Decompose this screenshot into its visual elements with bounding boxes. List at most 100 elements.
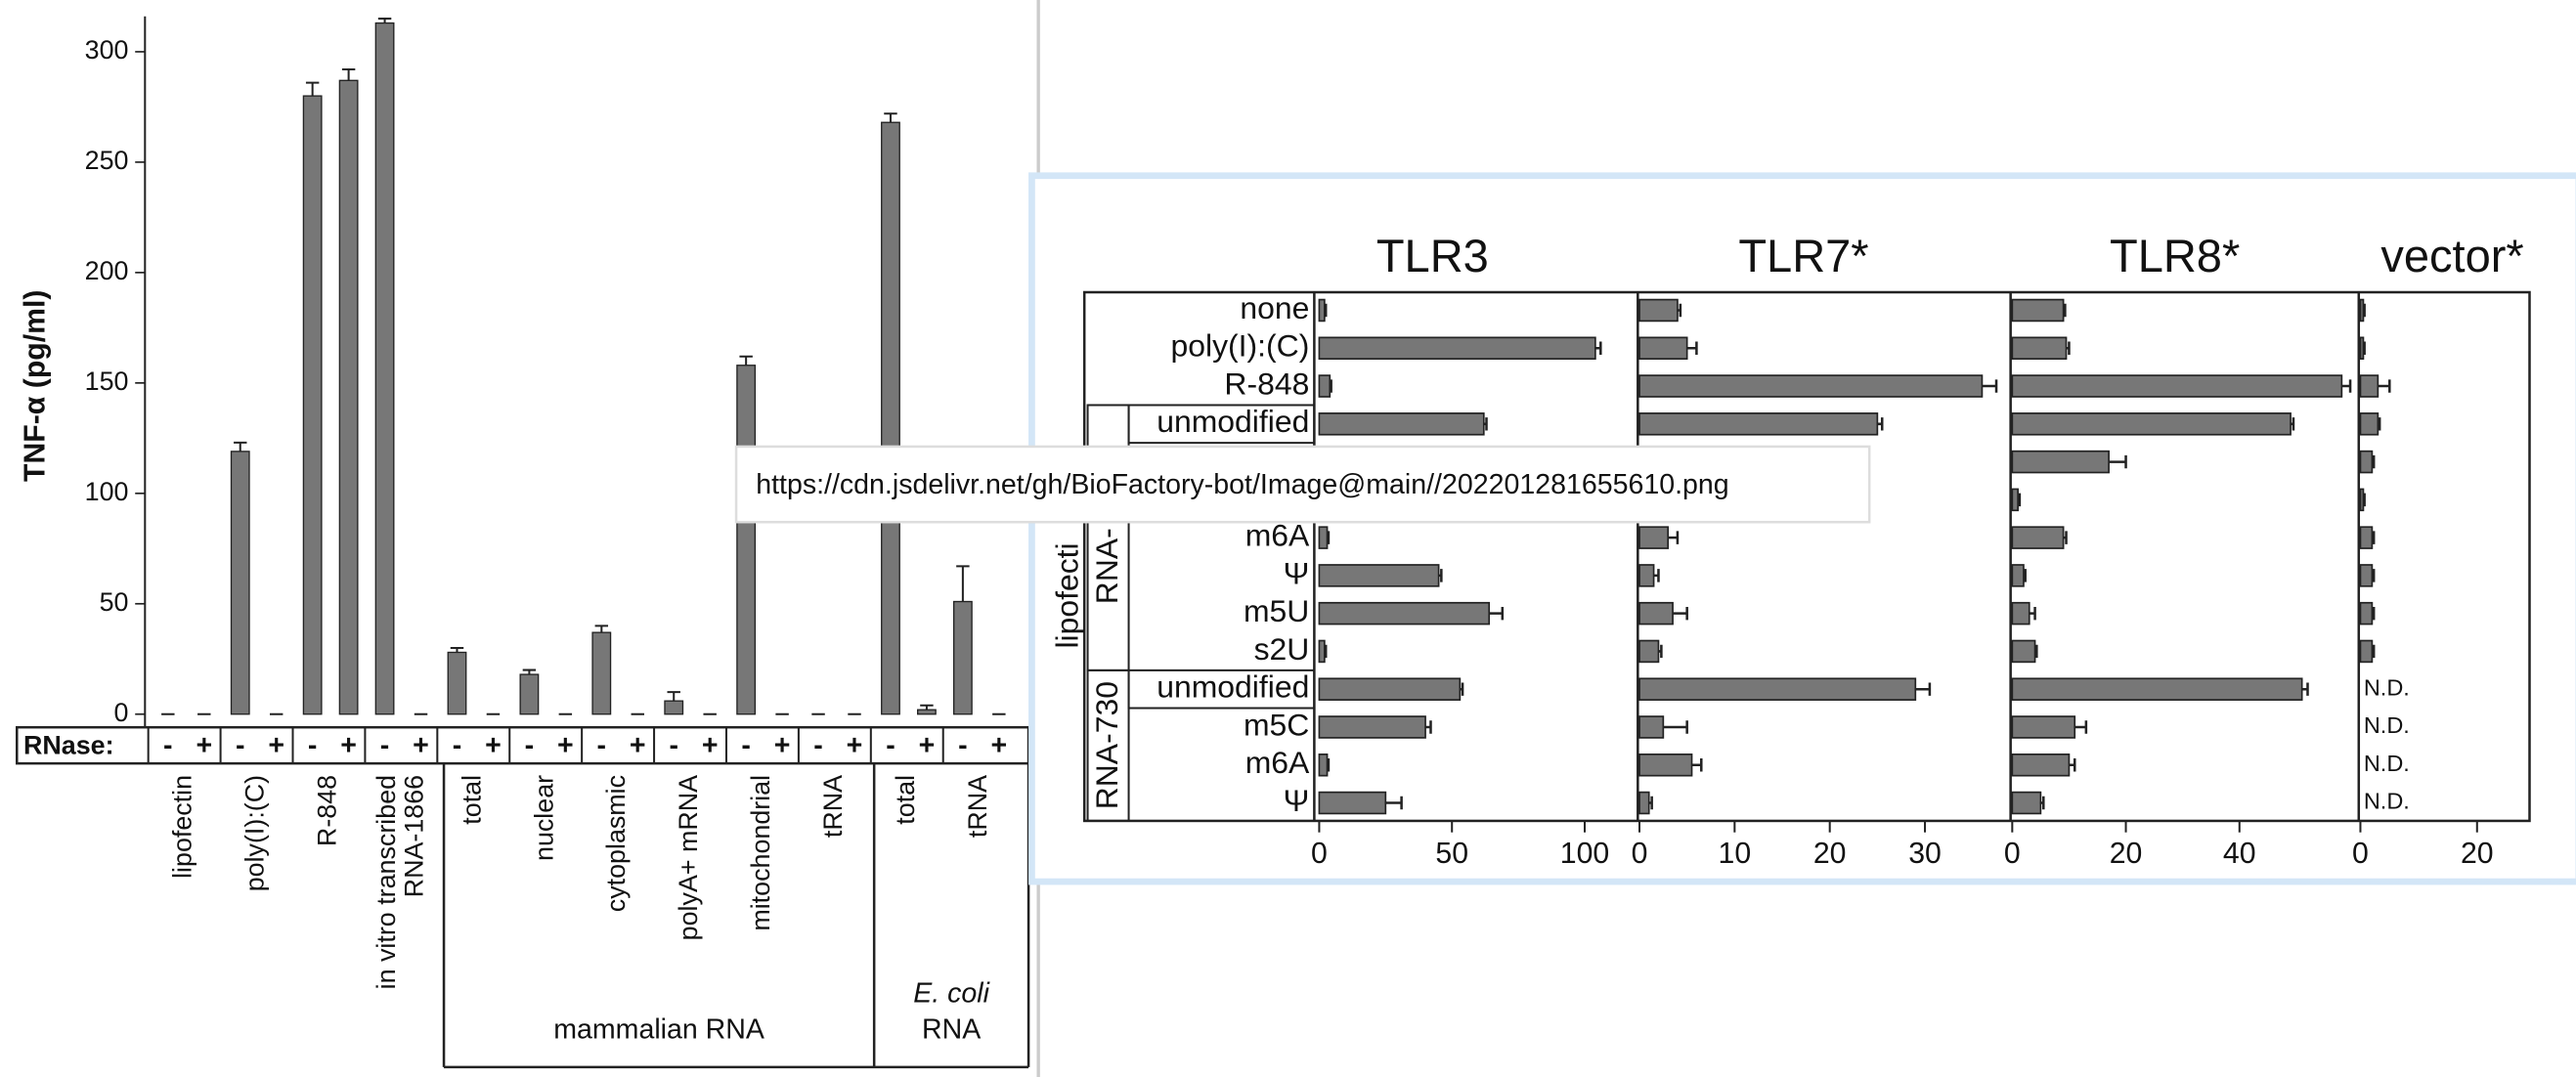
bar [917, 709, 937, 715]
rnase-sign: + [413, 730, 429, 761]
error-bar [956, 565, 970, 602]
rnase-sign: - [813, 730, 823, 761]
error-bar [2040, 796, 2045, 810]
x-tick-label: 30 [1908, 838, 1942, 870]
bar [2011, 336, 2068, 361]
y-tick-label: 50 [100, 587, 129, 617]
bar [952, 600, 973, 715]
category-label: poly(I):(C) [240, 775, 270, 891]
y-tick-label: 250 [85, 146, 129, 175]
bar [230, 451, 250, 715]
group-label: mammalian RNA [553, 1014, 764, 1046]
x-tick-label: 40 [2223, 838, 2256, 870]
bar [1318, 715, 1426, 739]
group-label: RNA-730 [1089, 681, 1124, 809]
error-bar [2378, 379, 2391, 393]
x-tick-label: 20 [2461, 838, 2494, 870]
rnase-sign: + [196, 730, 212, 761]
group-label: lipofecti [1049, 542, 1084, 648]
error-bar [2372, 531, 2376, 544]
x-tick-label: 50 [1435, 838, 1468, 870]
bar [1638, 564, 1655, 587]
error-bar [2301, 682, 2309, 696]
bar [1638, 298, 1679, 323]
error-bar [1658, 644, 1663, 659]
group-label: E. coli [913, 978, 989, 1010]
right-figure: nonepoly(I):(C)R-848unmodifiedm6AΨm5Us2U… [1028, 172, 2576, 885]
panel-title: TLR8* [2110, 230, 2240, 281]
bar [2011, 677, 2303, 701]
rnase-sign: - [525, 730, 535, 761]
panel-title: vector* [2380, 230, 2523, 281]
bar [664, 700, 684, 715]
error-bar [1982, 379, 1998, 393]
error-bar [594, 625, 609, 633]
error-bar [2372, 569, 2376, 582]
bar [2011, 450, 2110, 474]
category-label: lipofectin [168, 775, 197, 879]
error-bar [234, 441, 247, 452]
bar [2011, 374, 2343, 398]
category-label: s2U [1254, 631, 1310, 667]
error-bar [341, 68, 356, 81]
error-bar [1648, 796, 1653, 810]
bar [591, 631, 612, 715]
bar [881, 121, 900, 715]
bar [2359, 336, 2365, 361]
bar [1638, 374, 1984, 398]
rnase-sign: + [774, 730, 791, 761]
bar [1318, 412, 1485, 436]
category-label: R-848 [1224, 366, 1309, 401]
bar [2011, 298, 2065, 323]
rnase-sign: + [991, 730, 1008, 761]
error-bar [1489, 606, 1505, 621]
group-label: RNA [922, 1014, 981, 1046]
error-bar [2066, 341, 2071, 355]
category-label: polyA+ mRNA [674, 775, 703, 941]
rnase-label: RNase: [23, 730, 114, 759]
rnase-sign: - [163, 730, 173, 761]
bar [2359, 412, 2380, 436]
category-label: Ψ [1284, 783, 1310, 818]
error-bar [2029, 606, 2036, 621]
x-tick-label: 10 [1719, 838, 1752, 870]
rnase-sign: - [886, 730, 895, 761]
bar [2359, 526, 2374, 549]
bar [2011, 564, 2025, 587]
rnase-sign: + [919, 730, 936, 761]
error-bar [1663, 720, 1688, 734]
rnase-sign: + [557, 730, 574, 761]
error-bar [2069, 758, 2076, 772]
error-bar [305, 81, 320, 97]
rnase-sign: - [597, 730, 607, 761]
x-tick-label: 100 [1560, 838, 1609, 870]
error-bar [920, 704, 934, 711]
error-bar [377, 18, 392, 23]
category-label: mitochondrial [746, 775, 775, 931]
bar [2359, 639, 2374, 664]
error-bar [450, 646, 464, 653]
error-bar [2109, 454, 2127, 469]
category-label: total [891, 775, 920, 825]
bar [1638, 753, 1693, 777]
group-label: RNA- [1089, 528, 1124, 604]
bar [2011, 791, 2042, 815]
bar [1318, 336, 1596, 361]
category-label: tRNA [818, 775, 848, 838]
bar [1638, 412, 1879, 436]
bar [1318, 753, 1329, 777]
tooltip-text: https://cdn.jsdelivr.net/gh/BioFactory-b… [756, 469, 1728, 500]
category-label: m5C [1244, 707, 1309, 742]
x-tick-label: 0 [1632, 838, 1648, 870]
x-tick-label: 20 [1813, 838, 1847, 870]
error-bar [1686, 341, 1698, 355]
error-bar [1483, 417, 1488, 431]
category-label: RNA-1866 [400, 775, 429, 897]
y-tick-label: 0 [114, 698, 129, 727]
bar [1318, 564, 1440, 587]
rnase-sign: - [308, 730, 318, 761]
tooltip-box [734, 445, 1871, 524]
bar [2011, 753, 2071, 777]
error-bar [1327, 758, 1331, 772]
